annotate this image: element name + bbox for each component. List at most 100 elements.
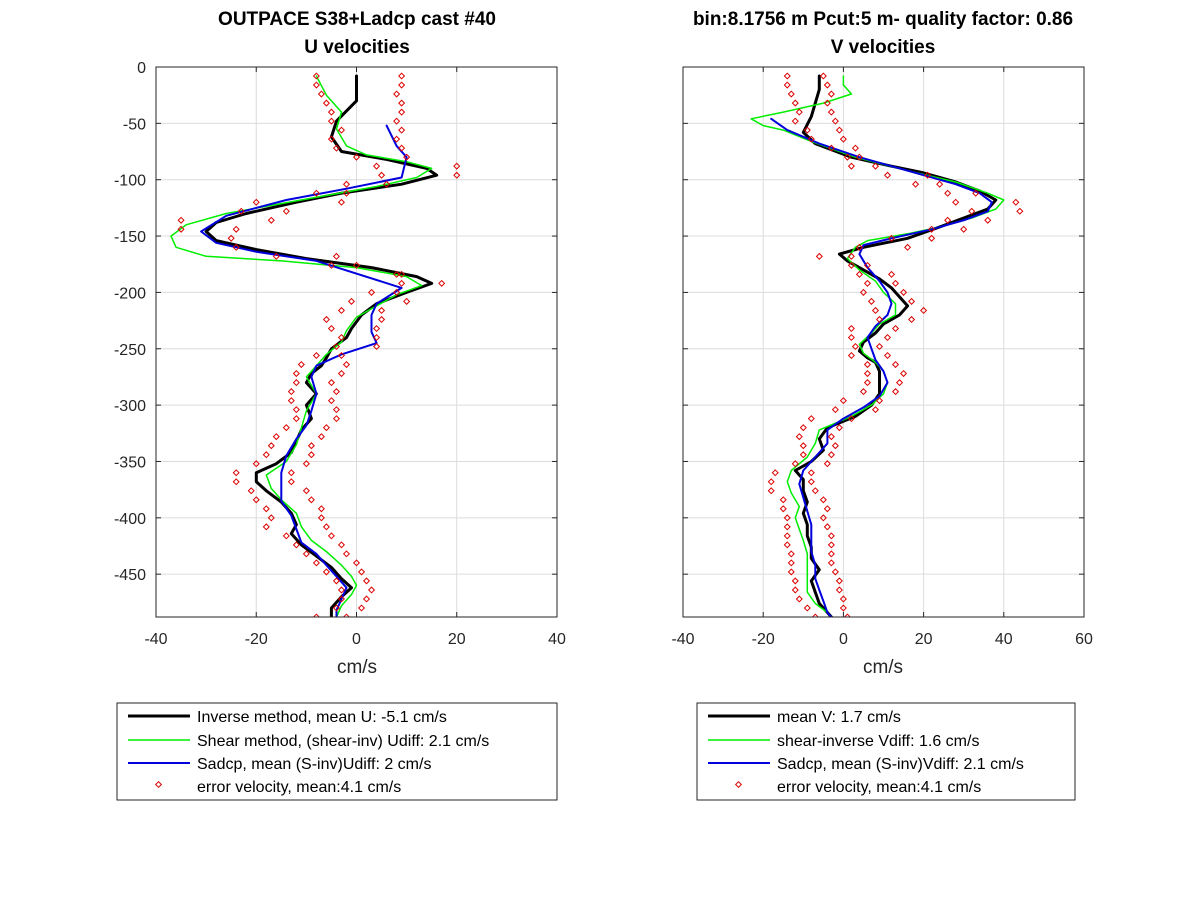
v-legend-error: error velocity, mean:4.1 cm/s <box>777 779 981 796</box>
u-error-marker <box>403 153 411 161</box>
u-error-marker <box>282 532 290 540</box>
u-error-marker <box>373 162 381 170</box>
v-error-marker <box>863 261 871 269</box>
u-error-marker <box>292 541 300 549</box>
v-error-marker <box>843 613 851 617</box>
u-x-axis-label: cm/s <box>337 657 377 678</box>
v-error-marker <box>847 351 855 360</box>
u-y-tick-label: -50 <box>123 116 146 133</box>
u-y-tick-label: -200 <box>114 285 146 302</box>
v-error-marker <box>891 279 900 287</box>
v-series-sadcp <box>770 117 993 617</box>
v-error-marker <box>944 189 952 197</box>
v-error-marker <box>807 135 815 143</box>
v-error-marker <box>920 306 928 314</box>
u-error-marker <box>342 189 351 197</box>
v-error-marker <box>827 559 835 567</box>
v-x-axis-label: cm/s <box>863 657 903 678</box>
v-error-marker <box>791 460 799 468</box>
v-velocity-plot-area: -40 -20 0 20 40 60 <box>671 66 1093 648</box>
u-error-marker <box>357 604 366 612</box>
v-error-marker <box>819 496 827 504</box>
v-x-tick-label: 60 <box>1075 631 1093 648</box>
v-error-marker <box>896 379 904 387</box>
v-error-marker <box>984 216 992 224</box>
v-velocity-panel: bin:8.1756 m Pcut:5 m- quality factor: 0… <box>671 9 1093 678</box>
u-x-tick-label: -20 <box>245 631 268 648</box>
u-error-marker <box>292 406 300 414</box>
u-error-marker <box>337 595 345 603</box>
v-error-marker <box>787 568 795 576</box>
v-error-marker <box>787 550 795 558</box>
u-error-marker <box>322 568 330 576</box>
u-error-marker <box>252 496 260 504</box>
v-error-marker <box>787 559 795 567</box>
v-error-marker <box>851 144 859 152</box>
u-error-marker <box>398 81 406 89</box>
v-error-marker <box>783 523 791 531</box>
v-error-marker <box>803 604 811 612</box>
u-error-marker <box>267 216 275 224</box>
u-error-marker <box>312 81 320 89</box>
u-error-marker <box>287 469 295 477</box>
u-y-tick-label: 0 <box>137 60 146 77</box>
v-error-marker <box>891 388 900 396</box>
u-error-marker <box>327 108 335 116</box>
v-error-marker <box>795 108 803 116</box>
u-error-marker <box>267 442 275 450</box>
u-error-marker <box>307 442 315 450</box>
v-error-marker <box>972 189 980 197</box>
u-y-tick-label: -300 <box>114 398 146 415</box>
v-error-marker <box>827 433 835 441</box>
u-error-marker <box>252 198 260 206</box>
u-y-tick-label: -450 <box>114 567 146 584</box>
v-error-marker <box>887 234 896 242</box>
v-data-layer <box>750 72 1024 617</box>
u-error-marker <box>332 604 340 612</box>
u-error-marker <box>393 270 401 278</box>
u-error-marker <box>393 135 401 143</box>
u-error-marker <box>393 117 401 125</box>
v-error-marker <box>811 487 819 495</box>
u-legend-shear: Shear method, (shear-inv) Udiff: 2.1 cm/… <box>197 733 489 750</box>
v-error-marker <box>783 541 791 549</box>
u-error-marker <box>327 261 335 269</box>
v-error-marker <box>1016 207 1024 215</box>
v-error-marker <box>847 333 855 342</box>
v-error-marker <box>823 505 831 513</box>
u-error-marker <box>177 225 185 233</box>
u-error-marker <box>317 514 325 522</box>
u-error-marker <box>292 415 300 423</box>
v-error-marker <box>827 108 835 116</box>
u-error-marker <box>393 90 401 98</box>
v-error-marker <box>863 279 871 287</box>
u-error-marker <box>262 505 270 513</box>
u-panel-title-line1: OUTPACE S38+Ladcp cast #40 <box>218 9 496 30</box>
u-error-marker <box>322 523 330 531</box>
v-error-marker <box>783 532 791 540</box>
u-error-marker <box>352 559 361 567</box>
v-error-marker <box>791 577 799 585</box>
u-error-marker <box>337 370 345 378</box>
u-error-marker <box>362 577 371 585</box>
v-panel-title-line2: V velocities <box>831 37 936 58</box>
v-error-marker <box>883 351 892 360</box>
v-error-marker <box>827 144 835 152</box>
v-error-marker <box>839 604 847 612</box>
v-error-marker <box>811 613 819 617</box>
v-error-marker <box>779 496 787 504</box>
u-error-marker <box>282 424 290 432</box>
u-y-tick-label: -250 <box>114 342 146 359</box>
u-legend-error: error velocity, mean:4.1 cm/s <box>197 779 401 796</box>
u-error-marker <box>352 153 361 161</box>
v-error-marker <box>924 171 932 179</box>
u-error-marker <box>398 144 406 152</box>
v-error-marker <box>1012 198 1020 206</box>
u-error-marker <box>332 252 340 260</box>
u-error-marker <box>327 135 335 143</box>
u-error-marker <box>232 469 240 477</box>
u-error-marker <box>287 478 295 486</box>
v-error-marker <box>791 117 799 125</box>
u-error-marker <box>337 351 345 360</box>
u-error-marker <box>373 324 381 333</box>
